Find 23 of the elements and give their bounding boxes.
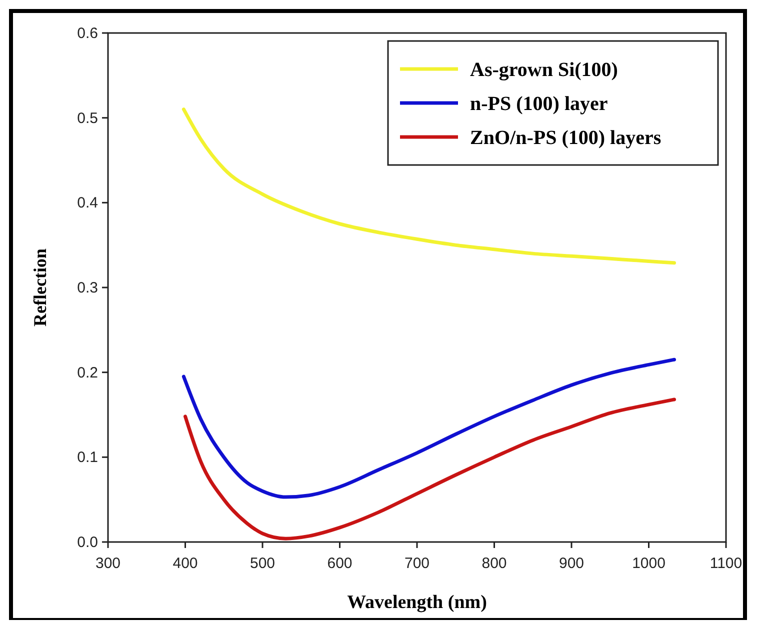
legend-label: n-PS (100) layer <box>470 93 608 115</box>
y-tick-label: 0.6 <box>77 25 98 42</box>
line-series <box>182 358 676 499</box>
y-tick-label: 0.2 <box>77 364 98 382</box>
y-tick-label: 0.1 <box>77 449 98 466</box>
y-axis-title: Reflection <box>30 248 50 326</box>
x-tick-label: 900 <box>558 555 584 572</box>
x-tick-label: 700 <box>404 555 430 572</box>
x-tick-label: 800 <box>482 555 507 572</box>
x-tick-label: 500 <box>250 555 276 572</box>
y-tick-label: 0.3 <box>77 280 98 296</box>
x-tick-label: 1000 <box>632 555 666 572</box>
x-tick-label: 600 <box>327 555 352 572</box>
y-tick-label: 0.5 <box>77 110 98 127</box>
legend-label: As-grown Si(100) <box>470 59 618 81</box>
x-tick-label: 1100 <box>710 555 742 572</box>
legend-label: ZnO/n-PS (100) layers <box>470 127 662 149</box>
x-axis-title: Wavelength (nm) <box>347 592 487 613</box>
x-tick-label: 400 <box>172 555 198 572</box>
text: 0.0 <box>77 534 98 551</box>
x-tick-label: 300 <box>95 555 121 572</box>
y-tick-label: 0.4 <box>77 194 98 212</box>
line-series <box>184 398 676 540</box>
